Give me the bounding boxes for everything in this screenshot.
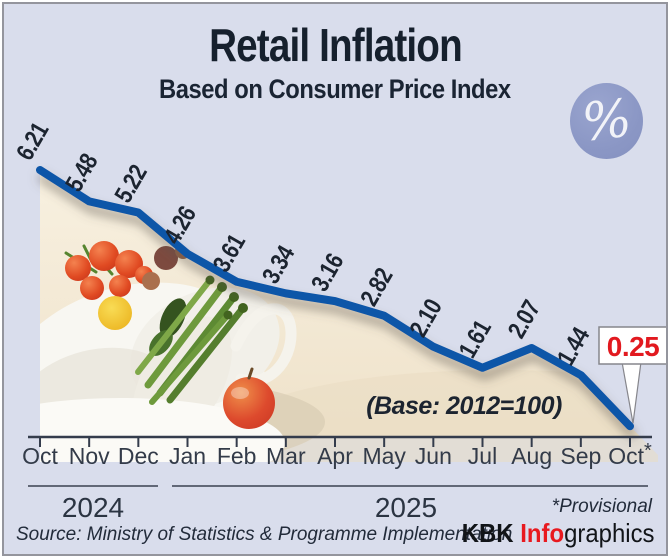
credit-info: Info [519,518,564,548]
chart-subtitle: Based on Consumer Price Index [159,74,511,104]
provisional-note: *Provisional [551,496,652,517]
x-axis [28,435,652,447]
asparagus [135,275,248,405]
data-label: 3.34 [256,240,300,288]
percent-badge: % [570,83,643,159]
base-note: (Base: 2012=100) [366,392,562,420]
bag-handle [230,303,297,387]
tomatoes [64,241,153,300]
subheader: Based on Consumer Price Index [4,74,666,105]
page-title: Retail Inflation [208,19,463,71]
cpi-line [36,165,634,431]
year-group-labels: 2024 2025 [28,485,648,523]
x-axis-label: Mar [266,443,306,469]
data-label: 2.82 [354,263,398,310]
inflation-line-chart: 6.215.48 5.224.263.61 3.34 3.16 2.822.10 1.61… [10,117,666,523]
callout-pointer [621,361,642,424]
x-axis-label: Jun [415,443,452,469]
x-axis-label: Oct [22,443,58,469]
data-label: 2.07 [502,295,546,342]
credit-kbk: KBK [461,518,520,548]
year-label: 2024 [62,492,124,523]
source-text: Source: Ministry of Statistics & Program… [16,524,513,545]
header: Retail Inflation [4,18,666,72]
year-label: 2025 [375,492,437,523]
lemon [98,296,132,330]
x-axis-label: May [362,443,406,469]
callout-box [598,326,666,365]
x-axis-label: Apr [317,443,353,469]
percent-icon: % [578,88,635,154]
x-axis-label: Nov [69,443,110,469]
highlight-callout: 0.25 [598,326,666,424]
data-label: 5.22 [108,160,152,207]
x-axis-label: Aug [511,443,552,469]
x-axis-label: Oct* [608,440,652,469]
callout-value: 0.25 [607,331,660,362]
x-axis-label: Feb [217,443,257,469]
data-label: 3.16 [305,248,349,295]
x-axis-label: Dec [118,443,159,469]
data-label: 6.21 [10,117,54,165]
credit-graphics: graphics [563,518,654,548]
kbk-infographics-logo: KBK Infographics [461,518,654,549]
apple [223,367,275,429]
x-axis-label: Jul [468,443,497,469]
trend-line [36,165,634,431]
x-axis-label: Sep [560,443,601,469]
x-axis-label: Jan [169,443,206,469]
